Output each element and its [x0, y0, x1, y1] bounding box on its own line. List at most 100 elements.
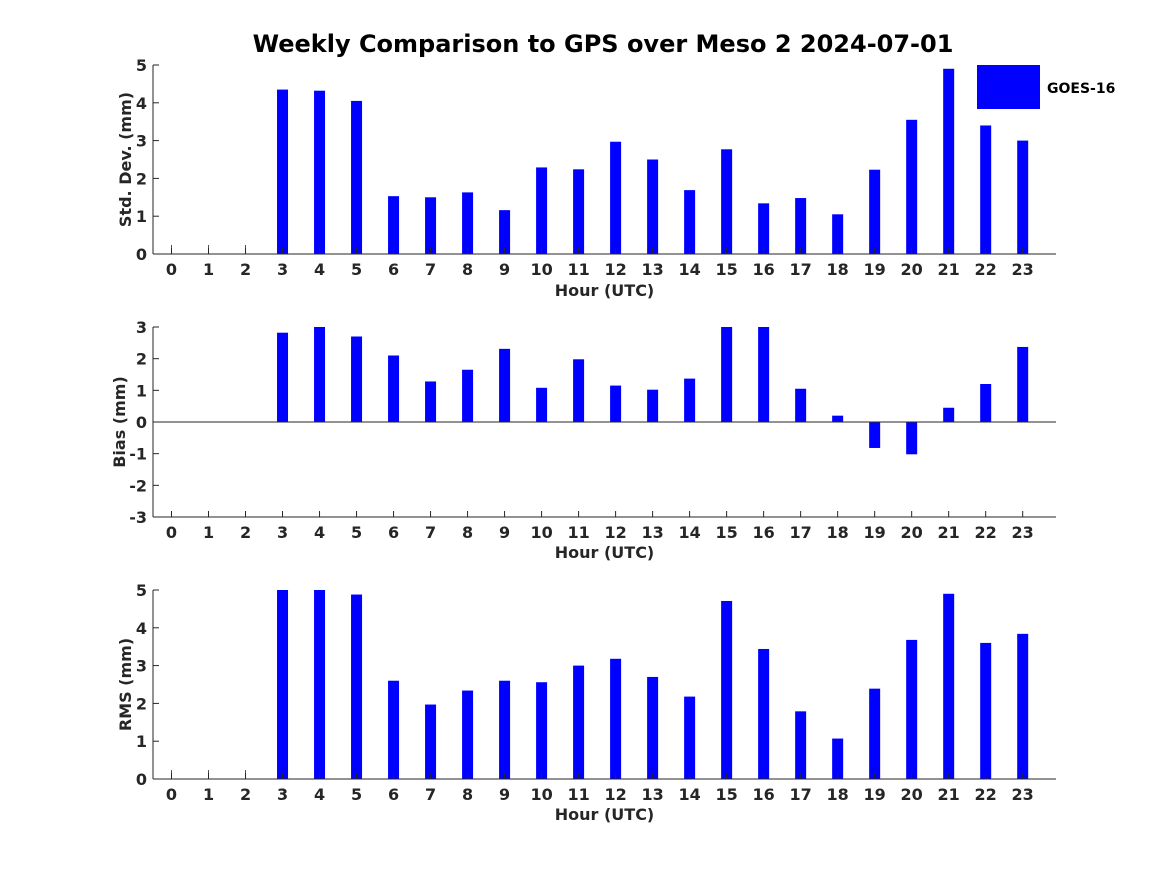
bar — [573, 359, 585, 422]
bar — [610, 141, 622, 254]
y-tick-label: 5 — [136, 581, 147, 600]
x-tick-label: 1 — [203, 260, 214, 279]
bar — [462, 690, 474, 779]
bar — [314, 327, 326, 422]
x-tick-label: 12 — [604, 260, 626, 279]
y-axis-label: RMS (mm) — [116, 638, 135, 731]
x-tick-label: 17 — [790, 785, 812, 804]
x-tick-label: 11 — [567, 785, 589, 804]
x-tick-label: 14 — [678, 523, 700, 542]
bar — [462, 192, 474, 254]
figure-title: Weekly Comparison to GPS over Meso 2 202… — [253, 30, 954, 58]
x-tick-label: 10 — [530, 260, 552, 279]
x-tick-label: 20 — [901, 260, 923, 279]
x-tick-label: 19 — [864, 785, 886, 804]
bar — [388, 680, 400, 779]
x-tick-label: 14 — [678, 260, 700, 279]
bar — [314, 90, 326, 254]
x-tick-label: 22 — [975, 785, 997, 804]
x-tick-label: 20 — [901, 785, 923, 804]
x-tick-label: 12 — [604, 523, 626, 542]
x-tick-label: 12 — [604, 785, 626, 804]
y-tick-label: 2 — [136, 694, 147, 713]
bar — [536, 167, 548, 254]
bar — [1017, 633, 1029, 779]
bar — [1017, 140, 1029, 254]
x-tick-label: 6 — [388, 260, 399, 279]
x-tick-label: 7 — [425, 785, 436, 804]
x-tick-label: 2 — [240, 785, 251, 804]
x-tick-label: 0 — [166, 785, 177, 804]
bar — [758, 648, 770, 779]
y-axis-label: Bias (mm) — [110, 376, 129, 468]
x-tick-label: 23 — [1012, 260, 1034, 279]
bar — [758, 203, 770, 254]
bar — [425, 197, 437, 254]
y-tick-label: 0 — [136, 413, 147, 432]
bar — [499, 680, 511, 779]
bar — [647, 159, 659, 254]
bar — [943, 593, 955, 779]
y-tick-label: -2 — [129, 476, 147, 495]
x-tick-label: 4 — [314, 785, 325, 804]
y-tick-label: 5 — [136, 56, 147, 75]
x-tick-label: 6 — [388, 523, 399, 542]
bar — [906, 639, 918, 779]
x-tick-label: 3 — [277, 260, 288, 279]
x-tick-label: 11 — [567, 523, 589, 542]
y-tick-label: 1 — [136, 207, 147, 226]
bar — [647, 676, 659, 779]
bar — [314, 590, 326, 779]
x-tick-label: 23 — [1012, 523, 1034, 542]
x-tick-label: 1 — [203, 785, 214, 804]
y-tick-label: 3 — [136, 657, 147, 676]
y-tick-label: 2 — [136, 169, 147, 188]
bar — [536, 682, 548, 779]
x-tick-label: 20 — [901, 523, 923, 542]
bar — [869, 422, 881, 448]
x-tick-label: 0 — [166, 260, 177, 279]
x-tick-label: 17 — [790, 523, 812, 542]
bar — [610, 385, 622, 422]
bar — [980, 125, 992, 254]
y-tick-label: 0 — [136, 770, 147, 789]
x-tick-label: 9 — [499, 260, 510, 279]
x-tick-label: 6 — [388, 785, 399, 804]
x-tick-label: 15 — [715, 523, 737, 542]
bar — [277, 89, 289, 254]
x-tick-label: 16 — [753, 260, 775, 279]
bar — [795, 198, 807, 254]
x-tick-label: 4 — [314, 260, 325, 279]
x-axis-label: Hour (UTC) — [555, 543, 655, 562]
x-tick-label: 19 — [864, 523, 886, 542]
bar — [684, 696, 696, 779]
bar — [832, 214, 844, 254]
bar — [425, 381, 437, 422]
bar — [943, 68, 955, 254]
x-tick-label: 16 — [753, 785, 775, 804]
y-tick-label: -3 — [129, 508, 147, 527]
bar — [980, 384, 992, 422]
bar — [499, 210, 511, 254]
x-tick-label: 7 — [425, 260, 436, 279]
bar — [795, 711, 807, 779]
x-axis-label: Hour (UTC) — [555, 281, 655, 300]
bar — [1017, 346, 1029, 422]
x-tick-label: 13 — [641, 523, 663, 542]
x-tick-label: 22 — [975, 523, 997, 542]
x-tick-label: 17 — [790, 260, 812, 279]
bar — [943, 407, 955, 422]
x-tick-label: 4 — [314, 523, 325, 542]
x-tick-label: 21 — [938, 523, 960, 542]
x-tick-label: 5 — [351, 785, 362, 804]
x-tick-label: 13 — [641, 260, 663, 279]
bar — [351, 594, 363, 779]
bar — [388, 355, 400, 422]
x-tick-label: 14 — [678, 785, 700, 804]
x-tick-label: 16 — [753, 523, 775, 542]
x-tick-label: 2 — [240, 260, 251, 279]
